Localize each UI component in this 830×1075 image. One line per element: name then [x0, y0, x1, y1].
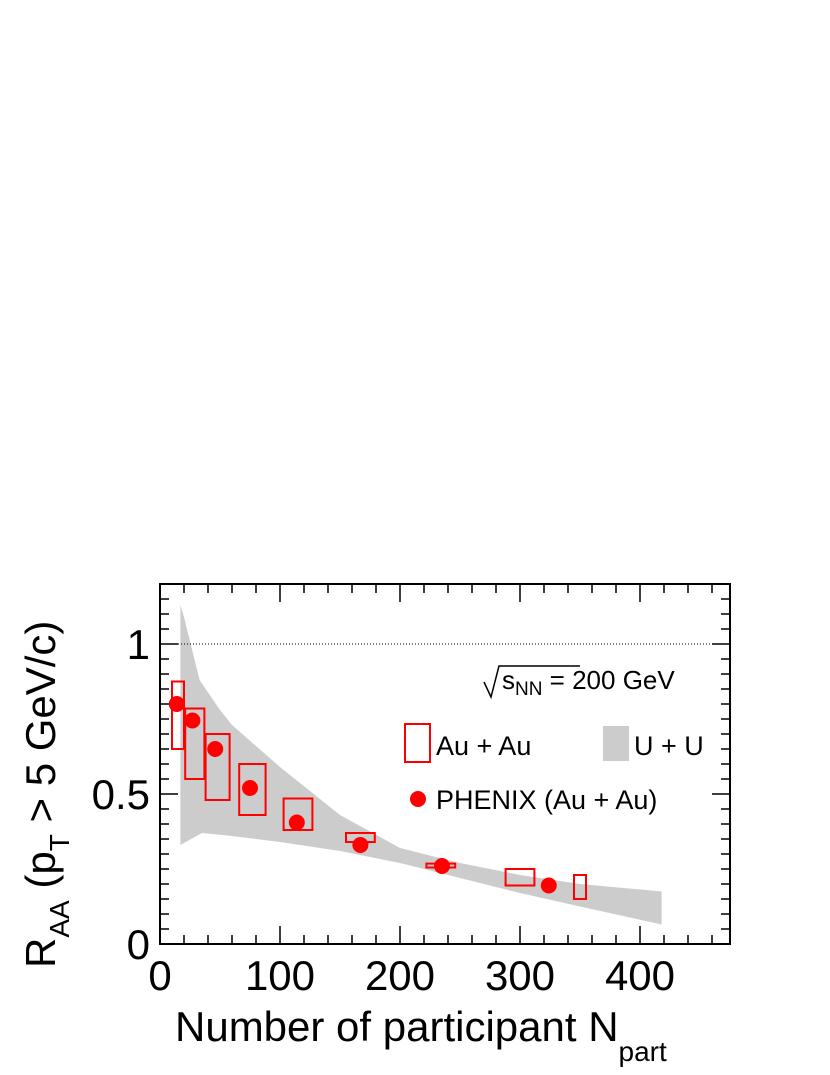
x-tick-label: 0	[148, 952, 171, 999]
legend-uu-swatch	[603, 726, 629, 761]
phenix-point	[168, 696, 185, 712]
auau-box	[573, 874, 587, 900]
y-tick-label: 0	[127, 921, 150, 968]
auau-box	[184, 707, 206, 780]
legend: Au + Au U + U PHENIX (Au + Au)	[404, 723, 704, 815]
auau-box	[204, 733, 231, 801]
x-tick-label: 400	[605, 952, 675, 999]
y-tick-label: 1	[127, 621, 150, 668]
x-axis-title: Number of participant Npart	[175, 1003, 667, 1067]
legend-phenix-marker	[410, 791, 426, 807]
tick-label-layer: 0 100 200 300 400 0 0.5 1	[92, 621, 675, 999]
legend-uu-label: U + U	[634, 731, 704, 761]
x-tick-label: 300	[485, 952, 555, 999]
energy-label: sNN = 200 GeV	[483, 665, 675, 700]
tick-layer	[159, 583, 730, 945]
phenix-point	[288, 814, 305, 831]
y-tick-label: 0.5	[92, 771, 150, 818]
x-tick-label: 100	[245, 952, 315, 999]
energy-label-text: sNN = 200 GeV	[502, 665, 675, 700]
phenix-point-layer	[168, 696, 557, 894]
phenix-point	[540, 877, 557, 894]
phenix-point	[434, 858, 450, 874]
phenix-point	[242, 780, 258, 796]
phenix-point	[352, 837, 369, 853]
uu-band-layer	[180, 605, 662, 925]
phenix-point	[207, 741, 224, 757]
x-tick-label: 200	[365, 952, 435, 999]
auau-box	[171, 680, 185, 750]
auau-box	[504, 868, 536, 887]
uu-band	[180, 605, 662, 925]
y-axis-title: RAA (pT > 5 GeV/c)	[17, 621, 75, 968]
sqrt-sign	[483, 665, 580, 700]
legend-auau-swatch	[404, 723, 431, 763]
phenix-point	[184, 712, 201, 729]
legend-phenix-label: PHENIX (Au + Au)	[436, 785, 657, 815]
auau-box	[238, 763, 267, 816]
legend-auau-label: Au + Au	[436, 731, 531, 761]
